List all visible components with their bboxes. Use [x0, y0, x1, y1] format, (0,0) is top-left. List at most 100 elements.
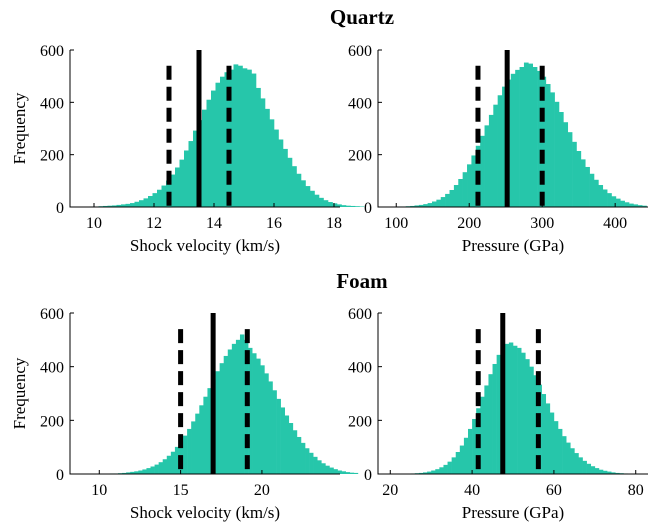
histogram-bar [350, 205, 356, 207]
histogram-bar [143, 198, 149, 207]
histogram-bar [496, 354, 502, 474]
histogram-bar [458, 179, 463, 207]
histogram-bar [484, 385, 489, 474]
histogram-bar [269, 119, 275, 207]
histogram-bar [533, 375, 538, 474]
histogram-bar [537, 70, 542, 207]
histogram-bar [563, 122, 569, 207]
histogram-bar [235, 339, 241, 474]
histogram-bar [449, 189, 455, 207]
y-tick-label: 200 [348, 148, 372, 165]
histogram-bar [594, 179, 599, 207]
histogram-bar [467, 164, 472, 207]
x-tick-label: 14 [206, 215, 222, 232]
histogram-bar [122, 472, 127, 474]
histogram-bar [116, 204, 122, 207]
histogram-bar [175, 167, 180, 207]
y-tick-label: 0 [56, 200, 64, 217]
histogram-bar [325, 465, 330, 474]
histogram-bar [513, 345, 518, 474]
histogram-bar [317, 460, 322, 474]
histogram-bar [488, 374, 493, 474]
histogram-bar [138, 470, 143, 474]
histogram-bar [188, 141, 194, 207]
histogram-bar [166, 455, 172, 474]
x-tick-label: 200 [457, 215, 481, 232]
histogram-bar [296, 173, 302, 207]
histogram-bar [199, 405, 204, 474]
histogram-bar [284, 415, 290, 474]
histogram-bar [515, 69, 520, 208]
x-tick-label: 15 [173, 482, 189, 499]
histogram-bar [576, 151, 582, 207]
histogram-bar [463, 437, 469, 474]
histogram-bar [260, 365, 265, 474]
histogram-bar [615, 198, 621, 207]
x-tick-label: 400 [603, 215, 627, 232]
histogram-bar [353, 472, 359, 474]
histogram-bar [126, 472, 131, 474]
histogram-bar [629, 203, 634, 207]
x-tick-label: 12 [146, 215, 162, 232]
x-tick-label: 300 [530, 215, 554, 232]
x-tick-label: 40 [464, 482, 480, 499]
histogram-bar [215, 82, 221, 207]
histogram-bar [170, 174, 176, 207]
histogram-bar [134, 471, 139, 474]
histogram-bar [468, 428, 473, 474]
histogram-bar [493, 104, 498, 207]
histogram-bar [528, 63, 534, 208]
histogram-bar [558, 112, 564, 207]
histogram-bar [453, 185, 459, 207]
histogram-bar [545, 403, 551, 474]
histogram-bar [274, 129, 279, 207]
histogram-bar [611, 472, 616, 474]
histogram-bar [624, 202, 630, 207]
histogram-bar [488, 114, 494, 207]
y-tick-label: 200 [348, 413, 372, 430]
histogram-bar [328, 202, 333, 207]
y-tick-label: 0 [364, 200, 372, 217]
histogram-bar [174, 446, 180, 474]
histogram-bar [603, 470, 608, 474]
histogram-bar [239, 334, 245, 474]
y-tick-label: 400 [348, 95, 372, 112]
histogram-bar [545, 84, 551, 207]
histogram-bar [283, 148, 288, 207]
histogram-bar [440, 197, 446, 207]
histogram-bar [462, 172, 468, 207]
histogram-bar [332, 203, 338, 207]
histogram-bar [529, 366, 534, 474]
histogram-bar [558, 428, 563, 474]
histogram-bar [220, 76, 225, 207]
histogram-bar [233, 64, 239, 208]
histogram-bar [414, 205, 420, 207]
histogram-bar [341, 471, 346, 474]
histogram-bar [586, 463, 592, 474]
histogram-bar [549, 412, 555, 474]
y-tick-label: 0 [56, 467, 64, 484]
histogram-panel-1: 10 12 14 16 18 0 200 400 600 Shock velocity (km/s… [10, 43, 365, 255]
histogram-bar [439, 467, 444, 474]
histogram-panel-2: 100 200 300 400 0 200 400 600 Pressure (GPa) [348, 43, 648, 255]
histogram-bar [642, 205, 647, 207]
histogram-bar [562, 436, 567, 474]
y-axis-label: Frequency [10, 92, 29, 164]
histogram-bar [300, 442, 306, 474]
histogram-bar [107, 205, 113, 207]
histogram-bar [541, 394, 547, 474]
histogram-bar [215, 371, 220, 474]
histogram-bar [292, 430, 298, 474]
x-tick-label: 80 [628, 482, 644, 499]
histogram-bar [611, 196, 617, 207]
x-axis-label: Shock velocity (km/s) [130, 503, 280, 522]
histogram-bar [292, 166, 297, 207]
histogram-bar [550, 92, 555, 207]
histogram-bar [480, 135, 485, 207]
histogram-bar [570, 448, 575, 474]
histogram-bar [152, 193, 158, 207]
x-tick-label: 10 [86, 215, 102, 232]
x-axis-label: Pressure (GPa) [462, 236, 564, 255]
